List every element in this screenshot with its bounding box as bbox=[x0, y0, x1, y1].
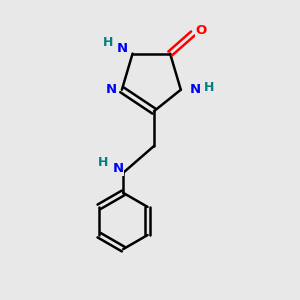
Text: N: N bbox=[116, 42, 128, 55]
Text: H: H bbox=[204, 81, 214, 94]
Text: N: N bbox=[190, 83, 201, 96]
Text: H: H bbox=[103, 36, 114, 50]
Text: O: O bbox=[195, 24, 206, 37]
Text: N: N bbox=[106, 83, 117, 96]
Text: N: N bbox=[112, 162, 123, 175]
Text: H: H bbox=[98, 156, 108, 169]
